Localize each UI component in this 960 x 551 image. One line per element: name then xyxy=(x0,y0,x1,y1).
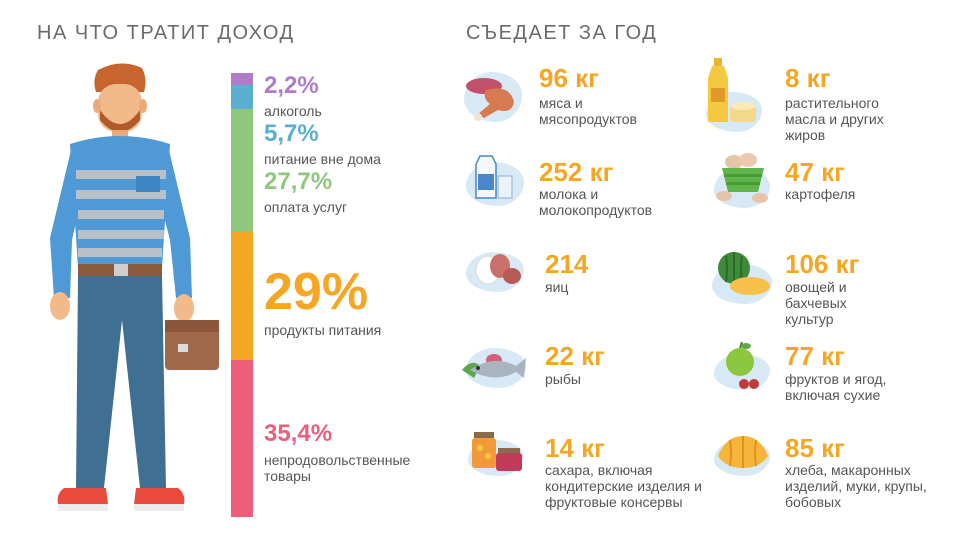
croissant-label: хлеба, макаронных изделий, муки, крупы, … xyxy=(785,462,927,510)
fish-icon xyxy=(462,354,526,378)
eggs-value: 214 xyxy=(545,249,589,279)
label-services: оплата услуг xyxy=(264,199,348,215)
label-food: продукты питания xyxy=(264,322,382,338)
potato-label: картофеля xyxy=(785,186,856,202)
jars-icon xyxy=(472,432,522,471)
label-alcohol: алкоголь xyxy=(264,103,322,119)
bar-segment-dining-out xyxy=(231,85,253,109)
potato-value: 47 кг xyxy=(785,157,845,187)
milk-label: молока и молокопродуктов xyxy=(539,186,653,218)
eggs-icon xyxy=(475,254,521,285)
bar-segment-services xyxy=(231,109,253,232)
milk-value: 252 кг xyxy=(539,157,614,187)
potato-basket-icon xyxy=(716,153,768,203)
apple-icon xyxy=(726,341,759,389)
consumption-title: СЪЕДАЕТ ЗА ГОД xyxy=(466,22,658,44)
pct-services: 27,7% xyxy=(264,168,333,195)
oil-value: 8 кг xyxy=(785,63,831,93)
bar-segment-alcohol xyxy=(231,73,253,85)
milk-icon xyxy=(475,155,513,199)
croissant-icon xyxy=(718,436,768,468)
label-non-food: непродовольственные товары xyxy=(264,452,411,484)
meat-icon xyxy=(466,78,514,121)
fish-value: 22 кг xyxy=(545,341,605,371)
croissant-value: 85 кг xyxy=(785,433,845,463)
melon-icon xyxy=(718,252,770,295)
bar-segment-non-food xyxy=(231,360,253,517)
fish-label: рыбы xyxy=(545,371,581,387)
jars-value: 14 кг xyxy=(545,433,605,463)
eggs-label: яиц xyxy=(545,279,569,295)
man-illustration xyxy=(50,63,219,511)
pct-dining-out: 5,7% xyxy=(264,120,319,147)
pct-non-food: 35,4% xyxy=(264,420,333,447)
meat-label: мяса и мясопродуктов xyxy=(539,95,637,127)
melon-value: 106 кг xyxy=(785,249,860,279)
meat-value: 96 кг xyxy=(539,63,599,93)
label-dining-out: питание вне дома xyxy=(264,151,381,167)
oil-bottle-icon xyxy=(708,58,756,122)
oil-label: растительного масла и других жиров xyxy=(785,95,884,143)
melon-label: овощей и бахчевых культур xyxy=(785,279,847,327)
bar-segment-food xyxy=(231,232,253,360)
jars-label: сахара, включая кондитерские изделия и ф… xyxy=(545,462,702,510)
apple-label: фруктов и ягод, включая сухие xyxy=(785,371,887,403)
apple-value: 77 кг xyxy=(785,341,845,371)
pct-food: 29% xyxy=(264,263,369,321)
income-title: НА ЧТО ТРАТИТ ДОХОД xyxy=(37,22,295,44)
pct-alcohol: 2,2% xyxy=(264,72,319,99)
